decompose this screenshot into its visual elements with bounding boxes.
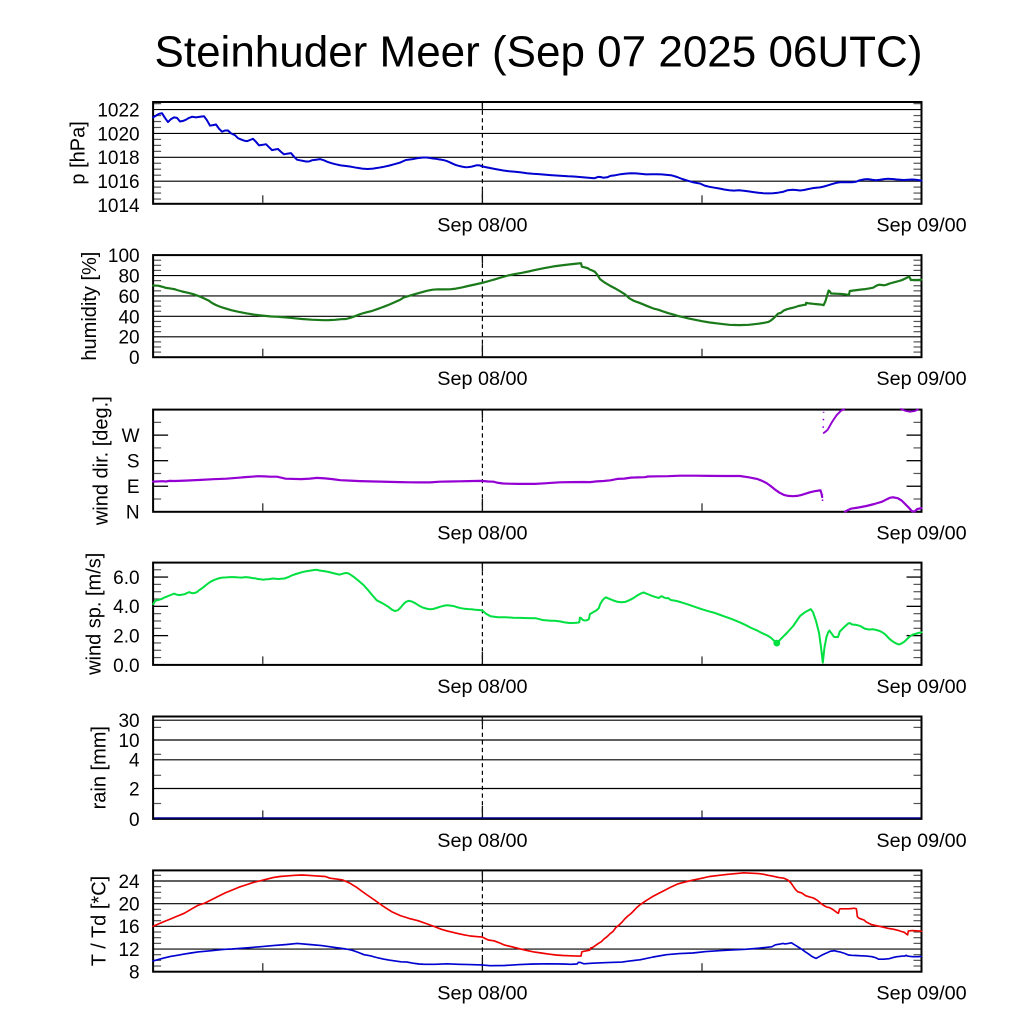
svg-text:wind dir. [deg.]: wind dir. [deg.] xyxy=(91,396,113,526)
svg-text:1014: 1014 xyxy=(97,196,140,217)
svg-text:wind sp. [m/s]: wind sp. [m/s] xyxy=(83,553,105,676)
svg-text:80: 80 xyxy=(118,266,139,287)
svg-text:Sep 08/00: Sep 08/00 xyxy=(437,676,527,698)
svg-text:Sep 09/00: Sep 09/00 xyxy=(876,830,966,852)
svg-text:Sep 08/00: Sep 08/00 xyxy=(437,368,527,390)
svg-text:8: 8 xyxy=(129,963,140,984)
svg-text:10: 10 xyxy=(118,731,139,752)
svg-text:Sep 08/00: Sep 08/00 xyxy=(437,983,527,1005)
svg-text:S: S xyxy=(127,452,140,473)
svg-text:W: W xyxy=(122,426,140,447)
svg-text:Steinhuder Meer (Sep 07 2025 0: Steinhuder Meer (Sep 07 2025 06UTC) xyxy=(155,28,923,77)
svg-text:Sep 09/00: Sep 09/00 xyxy=(876,523,966,545)
svg-text:2.0: 2.0 xyxy=(113,627,139,648)
svg-text:24: 24 xyxy=(118,872,140,893)
svg-text:4: 4 xyxy=(129,751,140,772)
svg-text:0: 0 xyxy=(129,348,140,369)
svg-text:p [hPa]: p [hPa] xyxy=(67,121,89,184)
svg-text:16: 16 xyxy=(118,917,139,938)
svg-text:Sep 09/00: Sep 09/00 xyxy=(876,368,966,390)
svg-text:E: E xyxy=(127,477,140,498)
svg-text:1016: 1016 xyxy=(97,172,139,193)
svg-text:1018: 1018 xyxy=(97,148,139,169)
svg-text:Sep 08/00: Sep 08/00 xyxy=(437,215,527,237)
svg-text:Sep 09/00: Sep 09/00 xyxy=(876,983,966,1005)
svg-text:2: 2 xyxy=(129,779,140,800)
svg-text:40: 40 xyxy=(118,307,139,328)
svg-text:30: 30 xyxy=(118,711,139,732)
svg-text:rain [mm]: rain [mm] xyxy=(89,726,111,809)
svg-text:0.0: 0.0 xyxy=(113,656,139,677)
svg-text:Sep 08/00: Sep 08/00 xyxy=(437,830,527,852)
svg-text:100: 100 xyxy=(108,246,140,267)
svg-text:T / Td [*C]: T / Td [*C] xyxy=(89,876,111,966)
svg-text:20: 20 xyxy=(118,328,139,349)
svg-text:1020: 1020 xyxy=(97,124,139,145)
svg-text:Sep 09/00: Sep 09/00 xyxy=(876,215,966,237)
svg-text:Sep 09/00: Sep 09/00 xyxy=(876,676,966,698)
svg-text:Sep 08/00: Sep 08/00 xyxy=(437,523,527,545)
svg-text:humidity [%]: humidity [%] xyxy=(79,252,101,361)
svg-text:20: 20 xyxy=(118,895,139,916)
svg-text:4.0: 4.0 xyxy=(113,597,139,618)
svg-text:0: 0 xyxy=(129,810,140,831)
svg-text:12: 12 xyxy=(118,940,139,961)
svg-text:N: N xyxy=(126,503,140,524)
svg-text:6.0: 6.0 xyxy=(113,568,139,589)
svg-text:1022: 1022 xyxy=(97,101,139,122)
svg-text:60: 60 xyxy=(118,287,139,308)
